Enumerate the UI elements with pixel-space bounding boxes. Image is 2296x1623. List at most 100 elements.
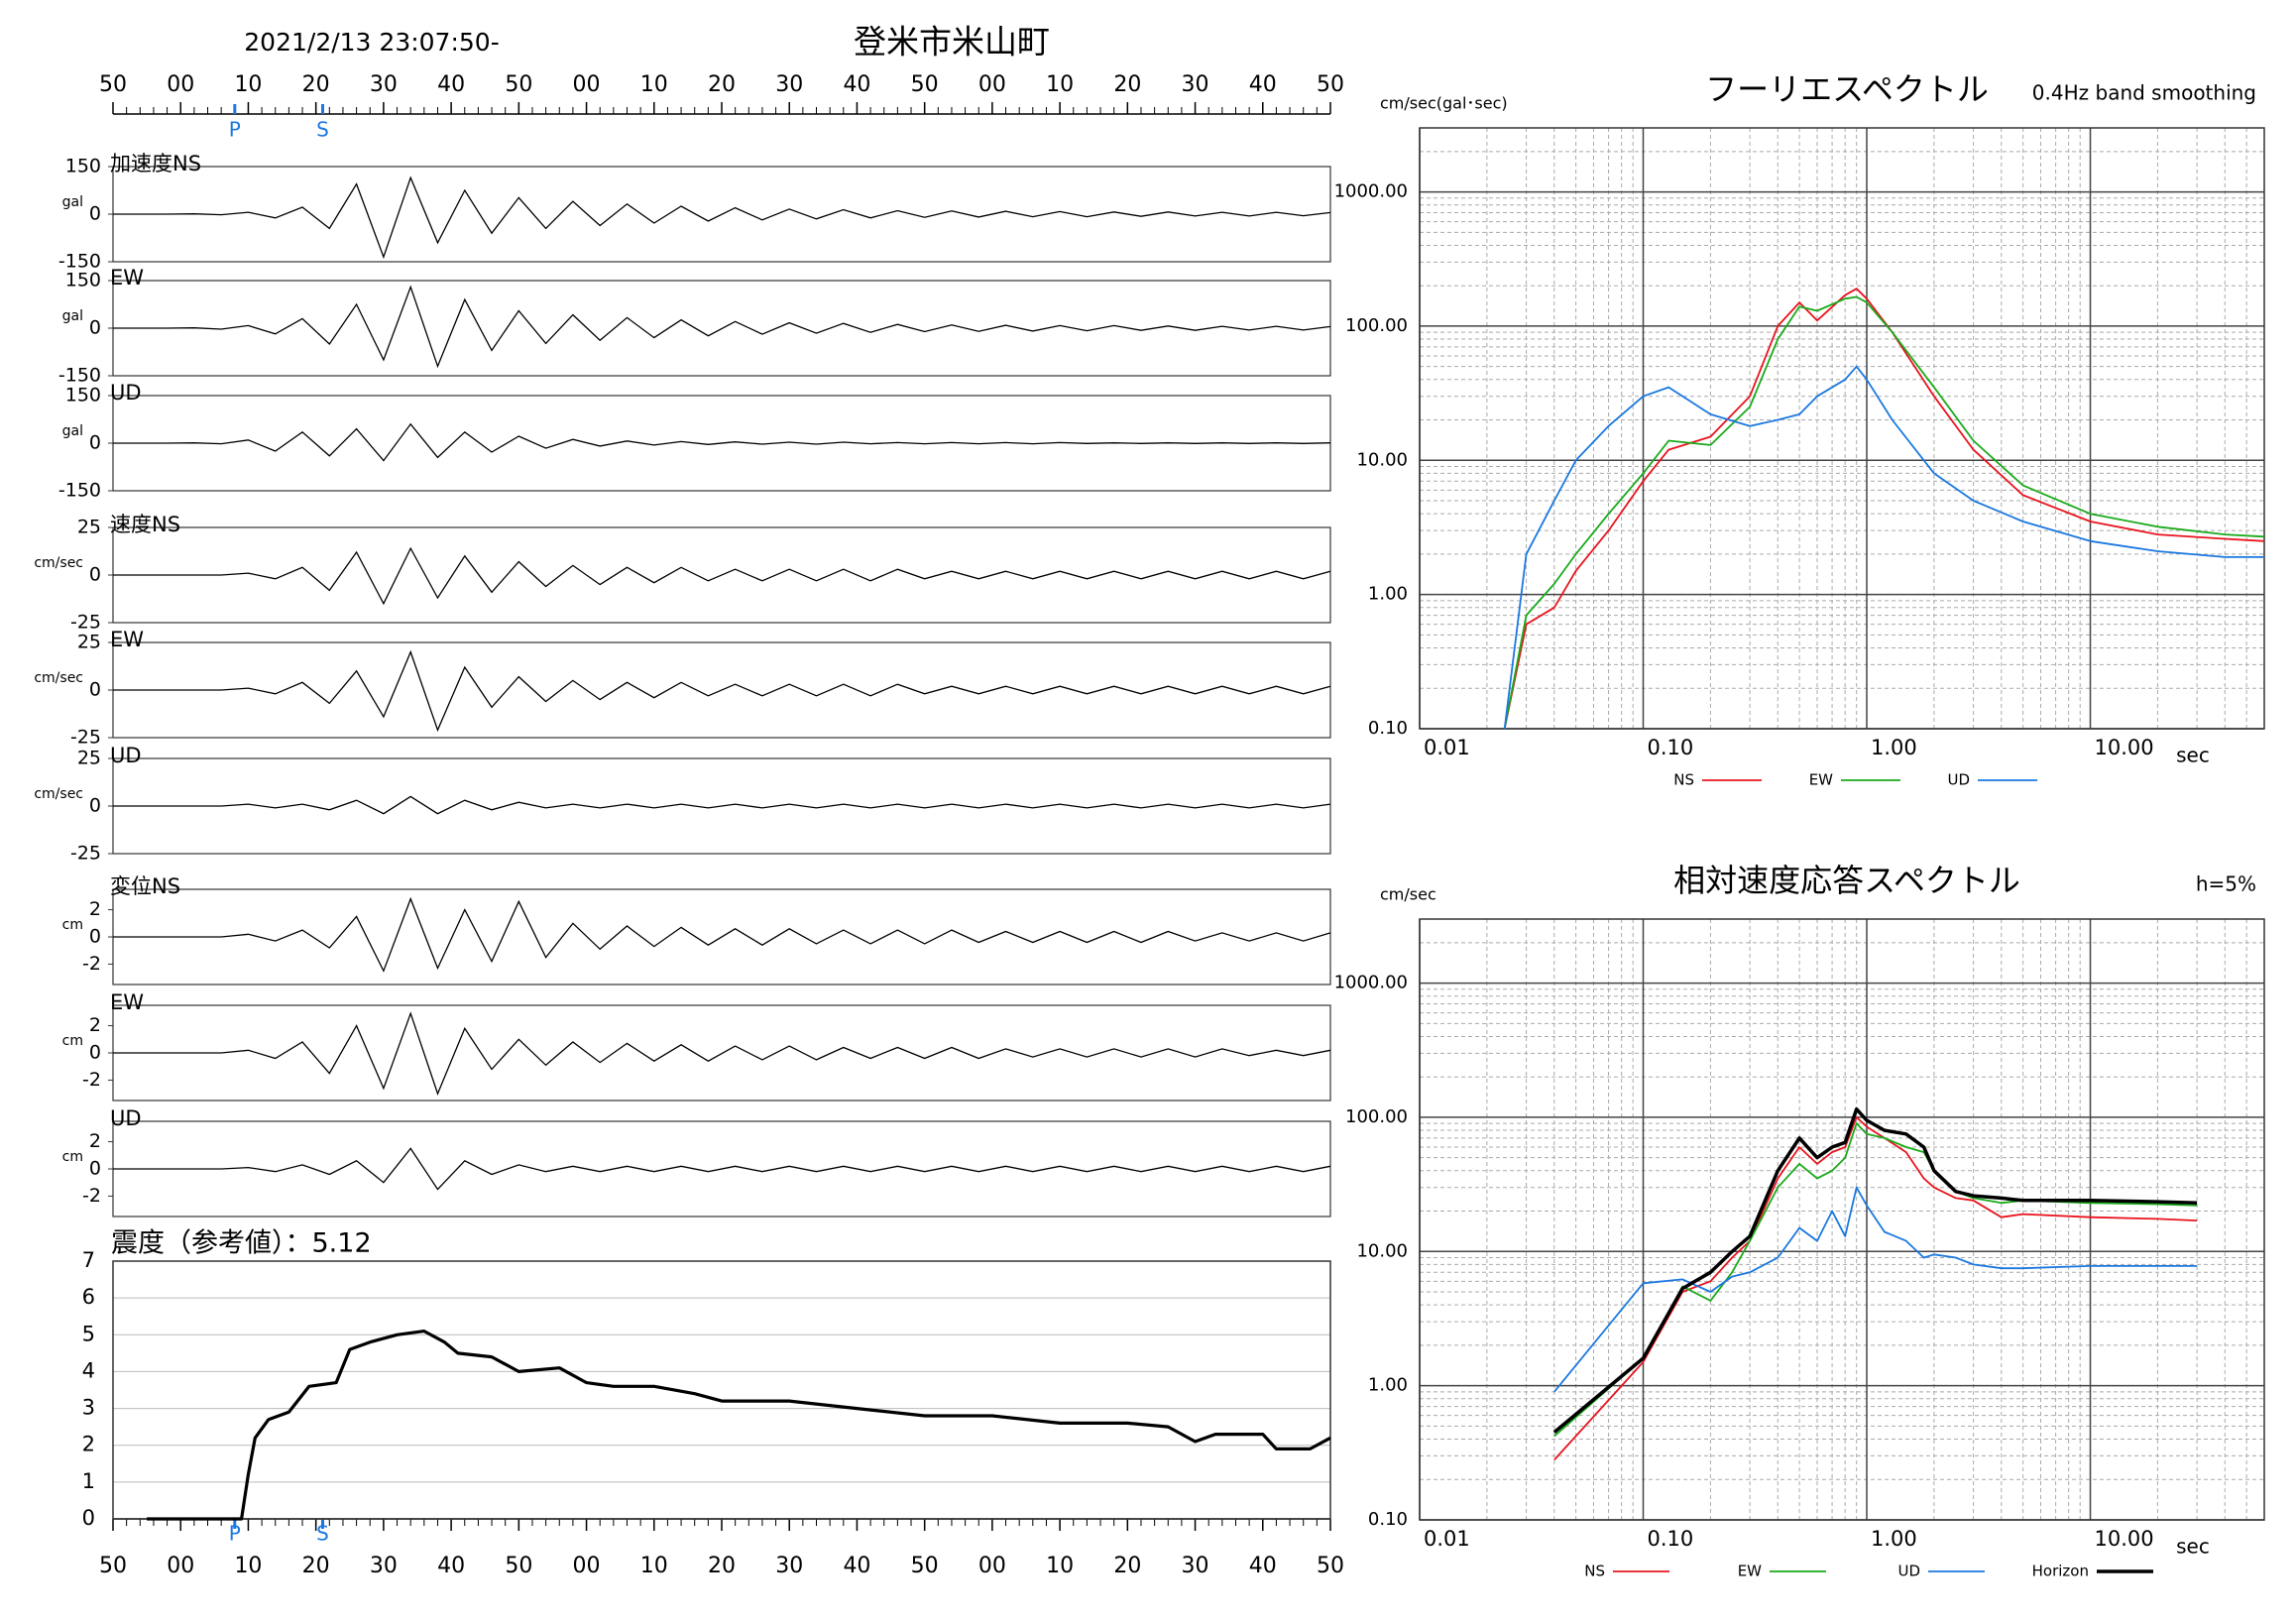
phase-label: S <box>316 1522 329 1546</box>
panel-name: EW <box>110 990 144 1014</box>
panel-unit: cm <box>62 917 83 933</box>
panel-unit: cm <box>62 1149 83 1165</box>
series-line <box>1553 1116 2198 1461</box>
chart-title: フーリエスペクトル <box>1705 70 1989 108</box>
waveform-trace <box>113 896 1331 973</box>
x-tick-label: 00 <box>167 1554 194 1578</box>
y-tick-label: 1.00 <box>1368 1375 1408 1396</box>
x-tick-label: 10 <box>640 1554 668 1578</box>
x-tick-label: 10.00 <box>2095 1527 2154 1551</box>
y-tick-label: 150 <box>65 385 101 406</box>
phase-label: P <box>229 118 241 142</box>
y-tick-label: 0 <box>89 432 101 454</box>
chart-subtitle: h=5% <box>2196 872 2256 896</box>
x-tick-label: 30 <box>1182 1554 1209 1578</box>
x-tick-label: 50 <box>1317 72 1344 97</box>
waveform-trace <box>113 1011 1331 1096</box>
y-tick-label: 1000.00 <box>1334 973 1408 993</box>
y-tick-label: -150 <box>58 480 101 502</box>
x-tick-label: 0.01 <box>1424 736 1470 759</box>
legend-label: UD <box>1897 1563 1920 1580</box>
panel-name: UD <box>110 1106 142 1130</box>
x-tick-label: 40 <box>843 72 870 97</box>
legend-label: UD <box>1947 771 1970 789</box>
x-tick-label: 50 <box>1317 1554 1344 1578</box>
y-tick-label: 0.10 <box>1368 1509 1408 1530</box>
x-tick-label: 1.00 <box>1871 1527 1917 1551</box>
x-tick-label: 10 <box>1046 72 1074 97</box>
y-tick-label: 25 <box>77 517 101 538</box>
x-tick-label: 10 <box>1046 1554 1074 1578</box>
chart-subtitle: 2021/2/13 23:07:50- <box>244 28 499 57</box>
y-tick-label: 1000.00 <box>1334 181 1408 202</box>
y-tick-label: 6 <box>82 1285 95 1309</box>
legend-label: Horizon <box>2032 1563 2089 1580</box>
panel-name: UD <box>110 744 142 767</box>
y-tick-label: -150 <box>58 365 101 387</box>
y-tick-label: -25 <box>70 843 101 865</box>
y-tick-label: 0 <box>89 926 101 948</box>
y-tick-label: 5 <box>82 1322 95 1345</box>
y-tick-label: -25 <box>70 612 101 634</box>
y-tick-label: 25 <box>77 748 101 769</box>
y-tick-label: 0.10 <box>1368 718 1408 739</box>
y-tick-label: 100.00 <box>1345 315 1408 336</box>
y-tick-label: 0 <box>89 203 101 225</box>
panel-name: EW <box>110 266 144 290</box>
x-tick-label: 50 <box>505 1554 532 1578</box>
x-tick-label: 50 <box>99 1554 127 1578</box>
waveform-trace <box>113 795 1331 815</box>
waveform-trace <box>113 285 1331 369</box>
panel-name: 変位NS <box>110 874 180 898</box>
y-tick-label: -2 <box>82 953 101 975</box>
phase-label: S <box>316 118 329 142</box>
panel-unit: cm/sec <box>34 555 83 571</box>
legend-label: NS <box>1584 1563 1605 1580</box>
y-tick-label: 150 <box>65 156 101 177</box>
x-tick-label: 30 <box>370 1554 398 1578</box>
y-tick-label: 0 <box>89 317 101 339</box>
y-tick-label: 0 <box>89 795 101 817</box>
x-tick-label: 00 <box>978 1554 1006 1578</box>
panel-name: 速度NS <box>110 513 180 536</box>
y-tick-label: 0 <box>89 1158 101 1180</box>
panel-unit: cm/sec <box>34 786 83 802</box>
legend-label: NS <box>1673 771 1694 789</box>
x-tick-label: 20 <box>302 1554 330 1578</box>
chart-subtitle: 0.4Hz band smoothing <box>2032 81 2256 105</box>
y-tick-label: 2 <box>82 1433 95 1456</box>
x-tick-label: 10 <box>234 72 262 97</box>
panel-name: UD <box>110 381 142 405</box>
x-tick-label: 40 <box>437 1554 465 1578</box>
series-line <box>1553 1122 2198 1438</box>
x-tick-label: 0.10 <box>1648 1527 1694 1551</box>
x-tick-label: 0.01 <box>1424 1527 1470 1551</box>
x-tick-label: 40 <box>437 72 465 97</box>
x-tick-label: 20 <box>708 72 736 97</box>
y-tick-label: -150 <box>58 251 101 273</box>
x-tick-label: 40 <box>843 1554 870 1578</box>
panel-name: 加速度NS <box>110 152 201 175</box>
x-tick-label: 00 <box>573 1554 601 1578</box>
x-tick-label: 20 <box>1113 72 1141 97</box>
series-line <box>1503 288 2265 730</box>
waveform-trace <box>113 175 1331 260</box>
plot-frame <box>1419 918 2265 1521</box>
x-tick-label: 00 <box>978 72 1006 97</box>
phase-label: P <box>229 1522 241 1546</box>
x-tick-label: 1.00 <box>1871 736 1917 759</box>
y-tick-label: 0 <box>89 679 101 701</box>
y-tick-label: 1 <box>82 1469 95 1493</box>
chart-title: 震度（参考値）：5.12 <box>111 1228 372 1259</box>
y-tick-label: 10.00 <box>1356 449 1408 470</box>
y-axis-label: cm/sec <box>1380 885 1436 904</box>
panel-unit: cm <box>62 1033 83 1049</box>
panel-unit: cm/sec <box>34 670 83 686</box>
waveform-trace <box>113 1147 1331 1191</box>
x-tick-label: 10 <box>234 1554 262 1578</box>
chart-title: 相対速度応答スペクトル <box>1673 862 2020 899</box>
y-tick-label: 2 <box>89 1014 101 1036</box>
x-axis-label: sec <box>2176 744 2210 767</box>
y-tick-label: -25 <box>70 727 101 749</box>
